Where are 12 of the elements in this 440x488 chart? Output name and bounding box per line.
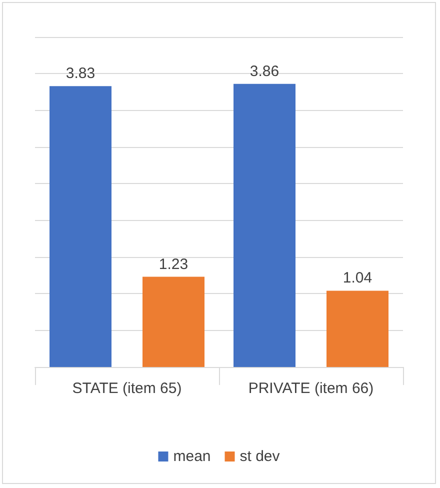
data-label: 3.83 xyxy=(66,65,96,82)
data-label: 1.23 xyxy=(158,256,188,273)
bar xyxy=(234,84,296,367)
bar xyxy=(50,86,112,367)
data-label: 3.86 xyxy=(250,62,280,80)
x-tick-label: PRIVATE (item 66) xyxy=(248,380,374,397)
bar xyxy=(326,290,388,367)
x-tick-label: STATE (item 65) xyxy=(72,380,182,397)
legend-label: mean xyxy=(173,448,211,465)
bar xyxy=(142,276,204,367)
legend-label: st dev xyxy=(240,448,280,465)
data-label: 1.04 xyxy=(342,270,372,287)
